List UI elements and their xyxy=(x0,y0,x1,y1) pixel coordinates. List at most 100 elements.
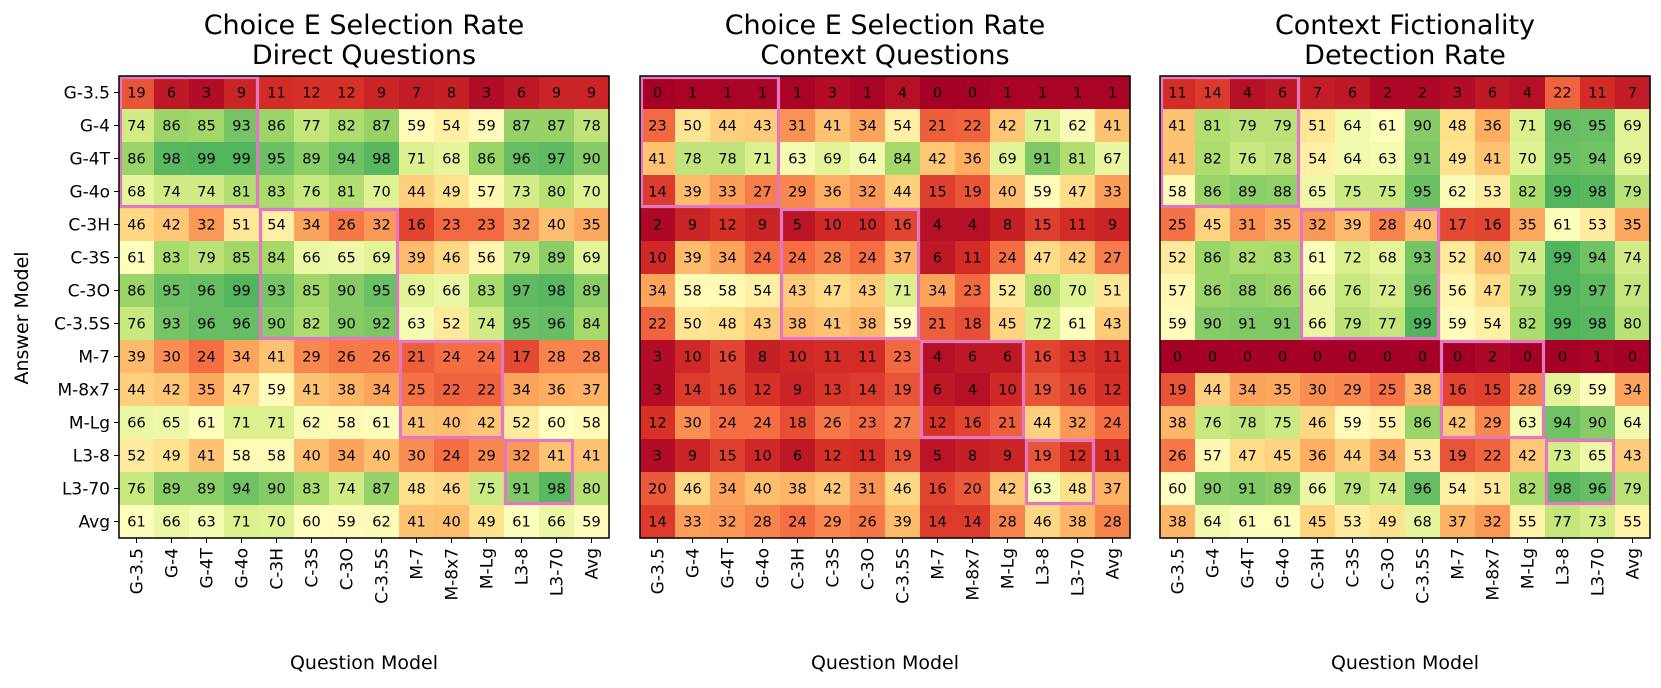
cell-value-label: 58 xyxy=(1168,185,1186,201)
cell-value-label: 42 xyxy=(1518,449,1536,465)
heatmap-cell xyxy=(1300,340,1336,374)
cell-value-label: 99 xyxy=(1413,317,1431,333)
cell-value-label: 24 xyxy=(442,449,460,465)
heatmap-cell xyxy=(1510,373,1546,407)
cell-value-label: 24 xyxy=(788,515,806,531)
cell-value-label: 33 xyxy=(718,185,736,201)
heatmap-cell xyxy=(399,208,435,242)
heatmap-cell xyxy=(1545,406,1581,440)
heatmap-cell xyxy=(1370,472,1406,506)
heatmap-cell xyxy=(710,439,746,473)
heatmap-cell xyxy=(780,142,816,176)
cell-value-label: 1 xyxy=(1593,350,1602,366)
cell-value-label: 58 xyxy=(582,416,600,432)
cell-value-label: 62 xyxy=(1448,185,1466,201)
heatmap-cell xyxy=(1615,406,1651,440)
cell-value-label: 25 xyxy=(1168,218,1186,234)
heatmap-cell xyxy=(1580,307,1616,341)
cell-value-label: 6 xyxy=(968,350,977,366)
cell-value-label: 4 xyxy=(1243,86,1252,102)
x-tick-label: M-7 xyxy=(929,548,949,580)
heatmap-cell xyxy=(710,340,746,374)
heatmap-cell xyxy=(1335,142,1371,176)
heatmap-cell xyxy=(1095,439,1131,473)
cell-value-label: 89 xyxy=(547,251,565,267)
heatmap-cell xyxy=(1095,505,1131,539)
cell-value-label: 39 xyxy=(127,350,145,366)
cell-value-label: 15 xyxy=(1483,383,1501,399)
heatmap-cell xyxy=(1025,472,1061,506)
cell-value-label: 86 xyxy=(127,284,145,300)
cell-value-label: 49 xyxy=(1378,515,1396,531)
heatmap-cell xyxy=(955,241,991,275)
cell-value-label: 0 xyxy=(1348,350,1357,366)
cell-value-label: 21 xyxy=(928,119,946,135)
heatmap-cell xyxy=(434,274,470,308)
heatmap-cell xyxy=(154,175,190,209)
cell-value-label: 86 xyxy=(1203,251,1221,267)
heatmap-cell xyxy=(1230,109,1266,143)
heatmap-cell xyxy=(850,472,886,506)
heatmap-cell xyxy=(1230,142,1266,176)
heatmap-cell xyxy=(675,505,711,539)
cell-value-label: 0 xyxy=(1278,350,1287,366)
heatmap-cell xyxy=(294,175,330,209)
cell-value-label: 9 xyxy=(237,86,246,102)
cell-value-label: 0 xyxy=(933,86,942,102)
cell-value-label: 25 xyxy=(1378,383,1396,399)
panel-title: Choice E Selection Rate xyxy=(204,10,525,41)
heatmap-cell xyxy=(259,472,295,506)
cell-value-label: 49 xyxy=(1448,152,1466,168)
heatmap-cell xyxy=(189,439,225,473)
heatmap-cell xyxy=(745,274,781,308)
heatmap-cell xyxy=(469,373,505,407)
cell-value-label: 2 xyxy=(1418,86,1427,102)
cell-value-label: 45 xyxy=(998,317,1016,333)
cell-value-label: 24 xyxy=(753,251,771,267)
cell-value-label: 2 xyxy=(653,218,662,234)
cell-value-label: 1 xyxy=(758,86,767,102)
cell-value-label: 0 xyxy=(1173,350,1182,366)
cell-value-label: 61 xyxy=(127,251,145,267)
cell-value-label: 41 xyxy=(823,317,841,333)
heatmap-cell xyxy=(1095,340,1131,374)
heatmap-cell xyxy=(574,142,610,176)
heatmap-cell xyxy=(1615,505,1651,539)
cell-value-label: 92 xyxy=(372,317,390,333)
heatmap-cell xyxy=(990,307,1026,341)
cell-value-label: 19 xyxy=(893,449,911,465)
heatmap-cell xyxy=(1230,439,1266,473)
heatmap-cell xyxy=(1510,472,1546,506)
cell-value-label: 19 xyxy=(893,383,911,399)
heatmap-cell xyxy=(885,340,921,374)
cell-value-label: 16 xyxy=(1033,350,1051,366)
cell-value-label: 80 xyxy=(1623,317,1641,333)
cell-value-label: 82 xyxy=(337,119,355,135)
heatmap-cell xyxy=(1265,472,1301,506)
cell-value-label: 63 xyxy=(197,515,215,531)
cell-value-label: 75 xyxy=(1378,185,1396,201)
cell-value-label: 90 xyxy=(1203,317,1221,333)
cell-value-label: 6 xyxy=(517,86,526,102)
cell-value-label: 1 xyxy=(793,86,802,102)
heatmap-cell xyxy=(1195,175,1231,209)
cell-value-label: 0 xyxy=(1383,350,1392,366)
heatmap-cell xyxy=(885,241,921,275)
heatmap-cell xyxy=(504,142,540,176)
cell-value-label: 38 xyxy=(788,317,806,333)
cell-value-label: 89 xyxy=(162,482,180,498)
cell-value-label: 8 xyxy=(447,86,456,102)
heatmap-cell xyxy=(1370,241,1406,275)
heatmap-cell xyxy=(1475,241,1511,275)
heatmap-cell xyxy=(1580,373,1616,407)
heatmap-cell xyxy=(1580,274,1616,308)
cell-value-label: 41 xyxy=(1483,152,1501,168)
heatmap-cell xyxy=(850,439,886,473)
heatmap-cell xyxy=(1265,274,1301,308)
cell-value-label: 11 xyxy=(963,251,981,267)
heatmap-cell xyxy=(815,439,851,473)
cell-value-label: 91 xyxy=(1033,152,1051,168)
cell-value-label: 9 xyxy=(793,383,802,399)
cell-value-label: 69 xyxy=(1623,119,1641,135)
heatmap-cell xyxy=(745,109,781,143)
